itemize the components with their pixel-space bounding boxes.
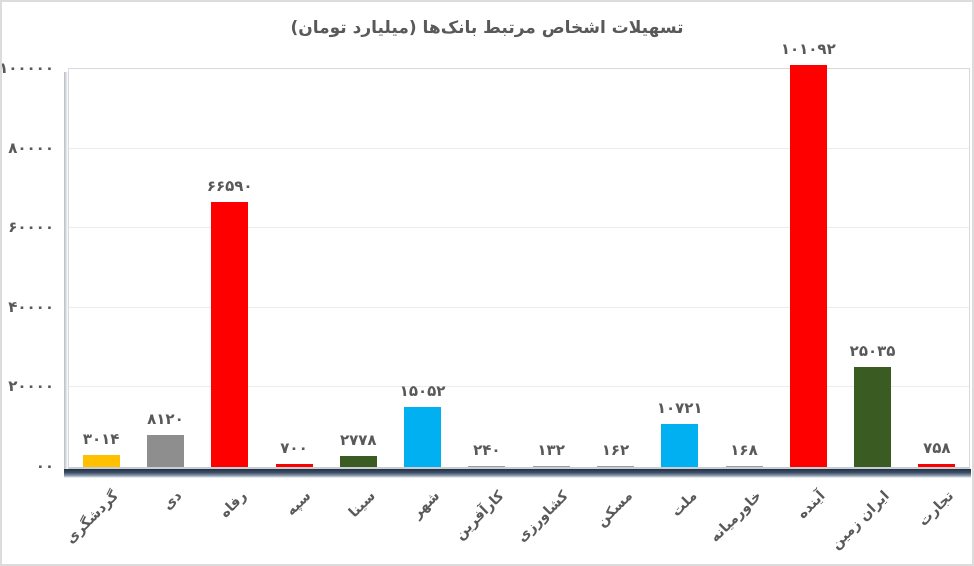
gridline [69,227,969,229]
bar-value-label: ۲۴۰ [473,441,501,460]
bar-4 [275,464,313,467]
bar-value-label: ۲۵۰۳۵ [849,342,896,361]
x-axis-label: گردشگری [62,488,122,548]
bar-value-label: ۱۶۸ [730,441,758,460]
y-tick-label: ۱۰۰۰۰۰ [0,59,54,77]
bar-value-label: ۳۰۱۴ [82,430,120,449]
x-axis-label: مسکن [593,488,636,531]
x-axis-label: آینده [794,488,829,523]
bar-1 [82,455,120,467]
y-tick-label: ۶۰۰۰۰ [8,218,54,237]
x-axis-label: سینا [345,488,379,521]
bar-9 [596,466,634,467]
bar-value-label: ۷۰۰ [280,439,308,458]
bar-value-label: ۲۷۷۸ [339,430,377,449]
bar-13 [854,367,892,467]
bar-2 [146,434,184,467]
bar-value-label: ۸۱۲۰ [147,409,184,428]
plot-area: ۳۰۱۴ ۸۱۲۰ ۶۶۵۹۰ ۷۰۰ ۲۷۷۸ ۱۵۰۵۲ ۲۴۰ ۱۳۲ ۱۶۲ ۱۰۷۲۱ ۱… [68,40,970,469]
plot-area-left-shadow [64,72,68,469]
bar-3 [211,201,249,467]
x-axis-label: ملت [668,488,701,520]
bar-12 [789,64,827,467]
bar-value-label: ۷۵۸ [923,438,951,457]
x-axis-label: ایران زمین [828,488,893,553]
y-tick-label: ۴۰۰۰۰ [8,297,54,316]
gridline [69,147,969,149]
x-axis: گردشگری دی رفاه سپه سینا شهر کارآفرین کشاورزی مس… [62,480,968,564]
y-axis: ۰۰ ۲۰۰۰۰ ۴۰۰۰۰ ۶۰۰۰۰ ۸۰۰۰۰ ۱۰۰۰۰۰ [2,59,58,475]
bar-value-label: ۱۳۲ [537,441,565,460]
bar-11 [725,466,763,467]
x-axis-label: سپه [283,488,315,520]
bar-value-label: ۱۶۲ [601,441,630,460]
x-axis-label: کشاورزی [513,488,572,546]
x-axis-label: کارآفرین [452,488,508,544]
x-axis-shadow [64,469,971,478]
chart-title: تسهیلات اشخاص مرتبط بانک‌ها (میلیارد توم… [290,18,684,38]
bar-14 [918,463,956,467]
bar-6 [404,407,442,467]
x-axis-label: رفاه [216,488,251,522]
bar-10 [661,424,699,467]
x-axis-label: خاورمیانه [706,488,765,546]
bar-value-label: ۶۶۵۹۰ [206,176,253,195]
bar-value-label: ۱۰۱۰۹۲ [780,39,836,58]
gridline [69,306,969,308]
y-tick-label: ۰۰ [35,457,54,475]
x-axis-label: دی [160,488,186,514]
bar-8 [532,466,570,467]
x-axis-label: تجارت [915,488,958,530]
x-axis-label: شهر [409,488,443,522]
y-tick-label: ۲۰۰۰۰ [8,377,54,396]
bar-5 [339,455,377,467]
gridline [69,386,969,388]
y-tick-label: ۸۰۰۰۰ [8,138,54,157]
bar-7 [468,466,506,467]
bar-value-label: ۱۵۰۵۲ [399,382,446,401]
bar-value-label: ۱۰۷۲۱ [656,399,703,418]
